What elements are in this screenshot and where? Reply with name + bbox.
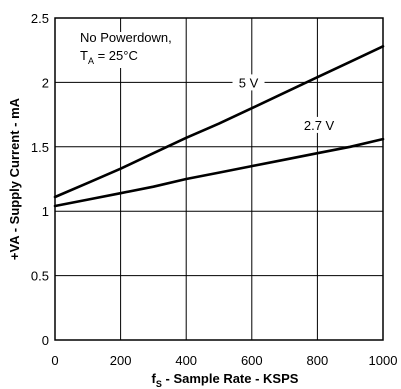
series-line-2-7v xyxy=(53,137,385,208)
annotation-line2: TA = 25°C xyxy=(80,48,138,66)
annotation-temp: = 25°C xyxy=(94,48,138,63)
grid xyxy=(55,18,383,340)
series-lines xyxy=(53,44,385,208)
x-tick-label: 800 xyxy=(307,353,329,368)
x-tick-label: 600 xyxy=(241,353,263,368)
y-tick-label: 1.5 xyxy=(31,140,49,155)
series-label-2-7v-bg xyxy=(299,116,340,133)
annotation-line1: No Powerdown, xyxy=(80,30,172,45)
x-tick-label: 1000 xyxy=(369,353,398,368)
x-axis-label-subscript: S xyxy=(156,379,162,389)
x-tick-label: 400 xyxy=(175,353,197,368)
annotation-bg xyxy=(75,32,185,68)
y-tick-label: 1 xyxy=(42,204,49,219)
series-line-5v xyxy=(53,44,385,199)
x-axis-label: fS - Sample Rate - KSPS xyxy=(152,371,299,389)
series-label-2-7v: 2.7 V xyxy=(304,118,335,133)
y-tick-label: 0.5 xyxy=(31,269,49,284)
x-axis-label-f: f xyxy=(152,371,157,386)
x-tick-label: 200 xyxy=(110,353,132,368)
y-axis-label: +VA - Supply Current - mA xyxy=(7,97,22,260)
x-axis-label-rest: - Sample Rate - KSPS xyxy=(162,371,299,386)
series-label-5v: 5 V xyxy=(239,75,259,90)
annotation-t: T xyxy=(80,48,88,63)
plot-frame xyxy=(54,17,384,341)
y-tick-label: 2 xyxy=(42,75,49,90)
annotation-subscript-a: A xyxy=(88,56,94,66)
x-tick-label: 0 xyxy=(51,353,58,368)
series-label-5v-bg xyxy=(232,74,265,91)
tick-labels: 0 200 400 600 800 1000 0 0.5 1 1.5 2 2.5 xyxy=(31,11,398,368)
y-tick-label: 2.5 xyxy=(31,11,49,26)
y-tick-label: 0 xyxy=(42,333,49,348)
